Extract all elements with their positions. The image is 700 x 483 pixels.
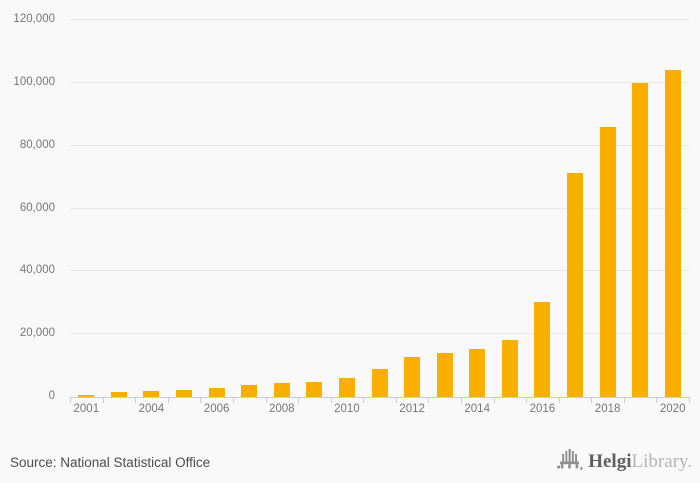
gridline-80000 (70, 144, 689, 146)
bar-2014[interactable] (469, 348, 486, 397)
gridline-60000 (70, 207, 689, 209)
x-axis-tick (689, 397, 690, 403)
bar-2006[interactable] (208, 387, 225, 397)
x-axis-tick (70, 397, 71, 403)
bar-2010[interactable] (338, 378, 355, 397)
x-axis-label-2018: 2018 (594, 403, 621, 415)
x-axis-tick (232, 397, 234, 403)
gridline-20000 (70, 333, 689, 335)
x-axis-tick (102, 397, 104, 403)
x-axis-label-2012: 2012 (399, 403, 425, 415)
bar-2003[interactable] (110, 392, 127, 397)
x-axis-line (70, 397, 689, 398)
x-axis-tick (135, 397, 137, 403)
bar-2001[interactable] (78, 394, 95, 397)
bar-2016[interactable] (534, 302, 551, 397)
y-axis-label-40,000: 40,000 (19, 264, 55, 277)
y-axis-label-60,000: 60,000 (19, 201, 55, 214)
x-axis-tick (623, 397, 625, 403)
bar-2013[interactable] (436, 353, 453, 397)
x-axis-tick (591, 397, 593, 403)
x-axis-tick (558, 397, 560, 403)
bar-2007[interactable] (241, 385, 258, 397)
gridline-100000 (70, 81, 689, 83)
x-axis-label-2016: 2016 (529, 403, 556, 415)
logo-text-library: Library. (631, 451, 693, 472)
bridge-logo-icon (556, 446, 583, 477)
bar-2005[interactable] (176, 389, 193, 397)
x-axis-label-2020: 2020 (659, 403, 686, 415)
x-axis-tick (656, 397, 658, 403)
x-axis-tick (460, 397, 462, 403)
y-axis-label-100,000: 100,000 (13, 75, 55, 88)
bar-2020[interactable] (664, 70, 681, 397)
gridline-40000 (70, 270, 689, 272)
y-axis-label-20,000: 20,000 (19, 327, 55, 340)
logo-text-helgi: Helgi (588, 451, 632, 472)
x-axis-label-2014: 2014 (464, 403, 490, 415)
bar-2018[interactable] (599, 126, 616, 397)
bar-2011[interactable] (371, 369, 388, 397)
x-axis-label-2001: 2001 (73, 403, 100, 415)
helgi-library-logo[interactable]: HelgiLibrary. (556, 446, 692, 477)
x-axis-tick (526, 397, 528, 403)
x-axis-tick (493, 397, 495, 403)
x-axis-tick (363, 397, 365, 403)
x-axis-label-2006: 2006 (203, 403, 230, 415)
y-axis-label-80,000: 80,000 (19, 138, 55, 151)
x-axis-label-2004: 2004 (138, 403, 165, 415)
logo-wordmark: HelgiLibrary. (588, 452, 692, 471)
bar-2012[interactable] (404, 357, 421, 397)
bar-2009[interactable] (306, 381, 323, 397)
x-axis-tick (200, 397, 202, 403)
bar-2015[interactable] (501, 340, 518, 397)
source-label: Source: National Statistical Office (10, 455, 211, 470)
y-axis-label-0: 0 (48, 390, 55, 402)
y-axis-label-120,000: 120,000 (13, 13, 55, 25)
gridline-120000 (70, 19, 689, 20)
x-axis-tick (298, 397, 300, 403)
bar-chart: 2001 2004 2006 2008 2010 2012 2014 2016 2018 2020 (70, 19, 690, 415)
bar-2019[interactable] (632, 82, 649, 397)
x-axis-tick (395, 397, 397, 403)
bar-2004[interactable] (143, 391, 160, 397)
x-axis-label-2008: 2008 (269, 403, 295, 415)
x-axis-label-2010: 2010 (334, 403, 360, 415)
bar-2008[interactable] (273, 383, 290, 397)
x-axis-tick (167, 397, 169, 403)
bar-2017[interactable] (566, 173, 583, 397)
x-axis-tick (265, 397, 267, 403)
x-axis-tick (330, 397, 332, 403)
x-axis-tick (428, 397, 430, 403)
